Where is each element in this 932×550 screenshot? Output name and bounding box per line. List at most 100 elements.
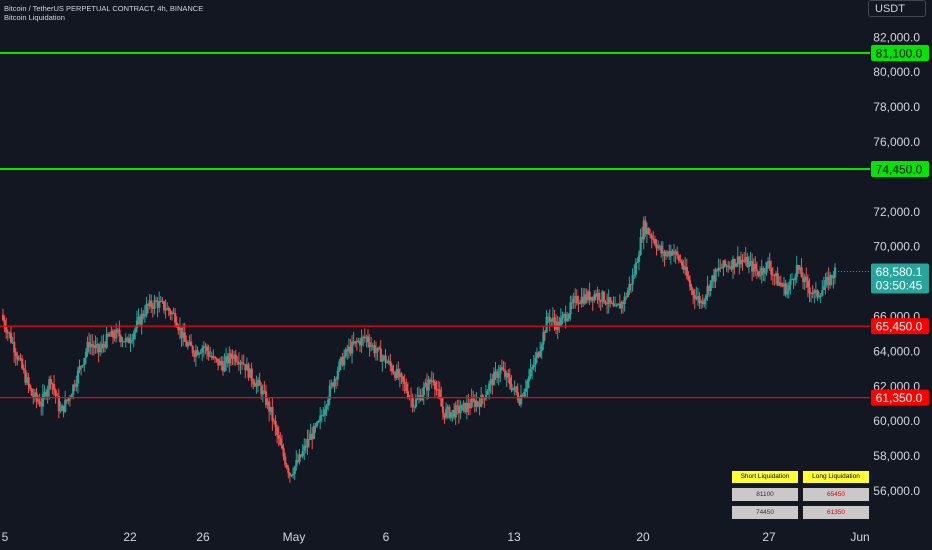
candle [263, 390, 266, 392]
candle [674, 251, 677, 254]
candle [614, 305, 617, 307]
candle [609, 297, 612, 303]
liquidation-table: Short Liquidation Long Liquidation 81100… [731, 470, 870, 520]
candle [759, 275, 762, 277]
candle [76, 370, 80, 384]
candle [346, 349, 349, 352]
candle [360, 337, 363, 346]
candle [362, 336, 365, 338]
candle [416, 397, 419, 400]
candle [158, 301, 161, 308]
candle [633, 274, 636, 276]
candle [413, 406, 416, 408]
candle [45, 392, 48, 397]
candle [210, 355, 213, 358]
candle [724, 260, 727, 266]
candle [30, 388, 33, 396]
candle [437, 389, 440, 391]
candle [8, 332, 11, 334]
candle [150, 300, 153, 308]
candle [94, 344, 97, 349]
candle [178, 327, 182, 331]
x-tick-label: Jun [850, 530, 869, 544]
candle [622, 302, 625, 304]
candle [244, 364, 247, 371]
price-label-box [871, 45, 929, 62]
candle [821, 289, 824, 296]
candle [309, 433, 312, 440]
candle [247, 364, 250, 378]
candle [641, 237, 644, 240]
candle [744, 257, 747, 262]
candle [480, 395, 483, 407]
candle [312, 425, 316, 439]
candle [376, 347, 379, 352]
currency-selector[interactable]: USDT [868, 0, 926, 17]
candle [800, 267, 803, 278]
candle [696, 296, 700, 298]
candle [292, 473, 295, 476]
y-tick-label: 64,000.0 [873, 344, 920, 358]
current-price-label: 68,580.1 [876, 265, 923, 279]
candle [685, 266, 688, 277]
candle [132, 332, 135, 340]
candle [559, 317, 563, 327]
candle [504, 370, 507, 378]
candle [221, 364, 225, 372]
candle [563, 314, 566, 316]
candle [510, 384, 513, 390]
candle [446, 406, 449, 410]
candle [17, 358, 21, 360]
candle [11, 341, 14, 343]
candle [190, 341, 193, 347]
candle [623, 296, 626, 304]
candle [349, 346, 352, 354]
candle [760, 267, 763, 276]
x-tick-label: May [283, 530, 306, 544]
candle [488, 383, 491, 392]
y-tick-label: 72,000.0 [873, 205, 920, 219]
candle [91, 344, 94, 347]
candle [14, 352, 17, 357]
candle [218, 360, 221, 366]
candle [51, 383, 54, 385]
candle [687, 276, 690, 281]
candle [712, 275, 716, 282]
candle [690, 286, 693, 290]
candle [461, 404, 464, 411]
candle [752, 263, 755, 272]
candle [607, 297, 610, 304]
candle [73, 384, 76, 387]
candle [378, 347, 381, 349]
candle [617, 303, 620, 306]
candle [543, 331, 547, 333]
candle [35, 392, 38, 400]
candle [333, 378, 336, 387]
candle [655, 244, 658, 249]
candle [371, 345, 374, 347]
candle [202, 346, 206, 349]
candle [379, 348, 382, 362]
candle [779, 282, 783, 285]
candle [751, 261, 754, 272]
candle [272, 420, 276, 422]
candle [620, 302, 623, 309]
candle [99, 348, 102, 353]
candle [250, 368, 253, 381]
candle [806, 280, 810, 288]
candle [5, 326, 8, 333]
candle [585, 294, 588, 301]
y-tick-label: 76,000.0 [873, 135, 920, 149]
candle [153, 300, 156, 309]
candle [703, 299, 706, 305]
candle [708, 286, 711, 291]
candle [397, 369, 400, 378]
candle [598, 292, 601, 301]
candle [773, 274, 776, 277]
candle [341, 357, 344, 366]
candle [46, 389, 49, 397]
candle [274, 420, 277, 428]
candle [653, 239, 657, 245]
candle [418, 395, 421, 398]
